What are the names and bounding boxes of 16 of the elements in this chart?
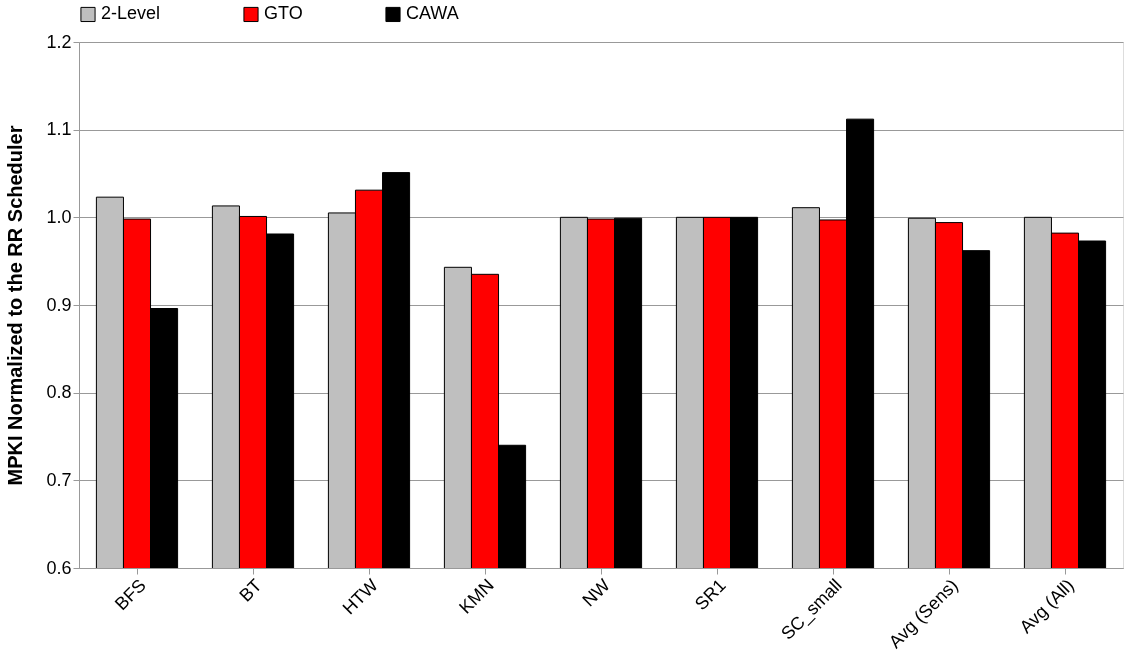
x-tick-label: SR1: [690, 575, 730, 614]
y-tick-label: 1.2: [46, 31, 72, 52]
y-tick-label: 1.0: [46, 206, 72, 227]
y-tick-label: 0.9: [46, 294, 72, 315]
y-axis-title: MPKI Normalized to the RR Scheduler: [4, 125, 27, 486]
legend-label: GTO: [264, 3, 303, 24]
x-tick-label: Avg (All): [1015, 575, 1078, 638]
x-tick-label: BFS: [110, 575, 150, 614]
y-tick-label: 0.6: [46, 557, 72, 578]
y-tick-label: 0.7: [46, 469, 72, 490]
legend-label: CAWA: [406, 3, 459, 24]
y-tick-label: 1.1: [46, 119, 72, 140]
y-tick-label: 0.8: [46, 382, 72, 403]
x-tick-label: BT: [235, 575, 266, 606]
legend-label: 2-Level: [101, 3, 161, 24]
x-tick-label: NW: [578, 575, 614, 611]
